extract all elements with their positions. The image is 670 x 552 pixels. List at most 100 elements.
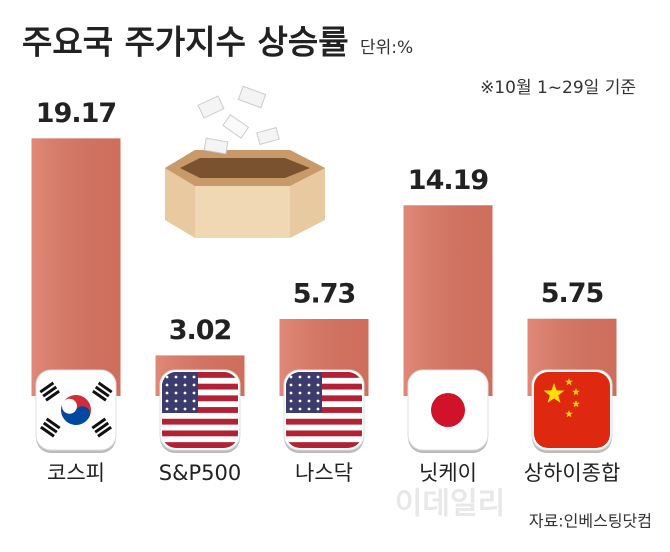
flag-star	[174, 383, 178, 387]
flag-star	[174, 391, 178, 395]
flag-stripe	[286, 372, 362, 379]
flag-stripe	[162, 430, 238, 437]
flag-trigram	[45, 417, 61, 430]
flag-star	[165, 407, 169, 411]
flag-stripe	[162, 383, 238, 391]
flag-star	[316, 375, 320, 379]
flag-star	[565, 410, 573, 418]
flag-star	[565, 378, 573, 386]
flag-taegeuk-blue	[61, 402, 90, 425]
flag-art	[534, 372, 610, 448]
flag-stripe	[162, 442, 238, 448]
flag-star	[165, 383, 169, 387]
category-label: S&P500	[159, 461, 241, 485]
flag-star	[174, 375, 178, 379]
flag-trigram	[94, 421, 110, 434]
flag-star	[307, 375, 311, 379]
flag-star	[298, 407, 302, 411]
flag-stripe	[162, 436, 238, 443]
flag-trigram	[40, 425, 55, 438]
flag-trigram	[42, 385, 58, 398]
value-label: 5.73	[293, 278, 356, 309]
watermark: 이데일리	[395, 487, 505, 522]
flag-star	[316, 399, 320, 403]
bar-shade	[403, 205, 493, 396]
flag-bg	[534, 372, 610, 448]
flag-star	[307, 407, 311, 411]
flag-star	[192, 407, 196, 411]
value-label: 3.02	[169, 315, 232, 346]
flag-art	[410, 372, 486, 448]
flag-star	[307, 391, 311, 395]
category-label: 코스피	[47, 461, 105, 485]
category-label: 닛케이	[419, 461, 477, 485]
flag-star	[289, 383, 293, 387]
flag-stripe	[162, 395, 238, 402]
flag-star	[316, 383, 320, 387]
chart-title: 주요국 주가지수 상승률	[22, 23, 349, 62]
flag-trigram	[42, 421, 58, 434]
flag-star	[289, 407, 293, 411]
category-label: 상하이종합	[524, 461, 621, 485]
flag-stripe	[286, 436, 362, 443]
flag-art	[38, 372, 114, 448]
flag-stripe	[286, 383, 362, 391]
flag-star	[298, 399, 302, 403]
flag-stripe	[286, 442, 362, 448]
chart-subtitle: 단위:%	[360, 38, 413, 58]
flag-star	[165, 391, 169, 395]
flag-star	[183, 375, 187, 379]
flag-trigram	[92, 389, 107, 402]
bar-shade	[31, 138, 121, 396]
flag-star	[192, 391, 196, 395]
flag-star	[183, 407, 187, 411]
flag-trigram	[97, 381, 113, 394]
flag-star	[572, 388, 580, 396]
flag-star	[543, 383, 565, 403]
chart-note: ※10월 1~29일 기준	[480, 78, 636, 98]
flag-star	[298, 391, 302, 395]
flag-star	[192, 399, 196, 403]
flag-star	[298, 383, 302, 387]
category-label: 나스닥	[295, 461, 353, 485]
flag-star	[307, 383, 311, 387]
flag-star	[289, 391, 293, 395]
value-label: 5.75	[541, 278, 604, 309]
flag-star	[572, 400, 580, 408]
flag-star	[192, 375, 196, 379]
flag-star	[289, 375, 293, 379]
flag-star	[183, 383, 187, 387]
flag-star	[165, 399, 169, 403]
flag-icon	[283, 369, 365, 453]
flag-star	[165, 375, 169, 379]
flag-stripe	[162, 377, 238, 385]
flag-star	[183, 399, 187, 403]
flag-stripe	[162, 372, 238, 379]
flag-stripe	[286, 401, 362, 408]
flag-star	[174, 399, 178, 403]
flag-trigram	[94, 385, 110, 398]
flag-art	[286, 372, 362, 448]
flag-art	[162, 372, 238, 448]
flag-star	[183, 391, 187, 395]
value-label: 19.17	[36, 98, 116, 129]
flag-trigram	[39, 381, 55, 394]
flag-stripe	[286, 389, 362, 396]
flag-star	[316, 391, 320, 395]
flag-stripe	[162, 389, 238, 396]
flag-icon	[159, 369, 241, 453]
flag-trigram	[97, 425, 112, 438]
flag-stripe	[286, 407, 362, 414]
flag-trigram	[91, 417, 107, 430]
ballot-box-illustration	[165, 85, 325, 238]
flag-stripe	[286, 377, 362, 385]
flag-stripe	[286, 424, 362, 431]
flag-star	[307, 399, 311, 403]
flag-icon	[35, 369, 117, 453]
flag-star	[289, 399, 293, 403]
flag-trigram	[45, 389, 60, 402]
source: 자료:인베스팅닷컴	[529, 512, 652, 531]
value-label: 14.19	[408, 165, 489, 196]
